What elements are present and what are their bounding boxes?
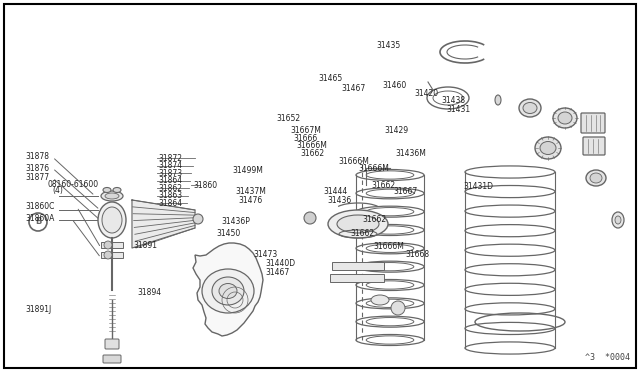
Text: 31876: 31876 — [26, 164, 50, 173]
Ellipse shape — [540, 141, 556, 154]
Circle shape — [104, 241, 112, 249]
Ellipse shape — [101, 191, 123, 201]
FancyBboxPatch shape — [583, 137, 605, 155]
Text: 31666M: 31666M — [374, 242, 404, 251]
Ellipse shape — [553, 108, 577, 128]
Bar — [332, 262, 384, 270]
Text: (4): (4) — [52, 186, 63, 195]
Text: 31872: 31872 — [159, 154, 183, 163]
Text: 31467: 31467 — [341, 84, 365, 93]
FancyBboxPatch shape — [105, 339, 119, 349]
Bar — [101, 242, 123, 248]
Ellipse shape — [495, 95, 501, 105]
Text: 31467: 31467 — [265, 268, 289, 277]
Text: 31860C: 31860C — [26, 202, 55, 211]
Text: B: B — [35, 218, 41, 227]
Ellipse shape — [590, 173, 602, 183]
Text: 31666M: 31666M — [338, 157, 369, 166]
FancyBboxPatch shape — [581, 113, 605, 133]
Text: 31444: 31444 — [324, 187, 348, 196]
Text: 31429: 31429 — [384, 126, 408, 135]
Ellipse shape — [328, 210, 388, 238]
Text: 31473: 31473 — [253, 250, 278, 259]
Text: 31873: 31873 — [159, 169, 183, 178]
Text: 31864: 31864 — [159, 199, 183, 208]
Ellipse shape — [615, 216, 621, 224]
Text: 31894: 31894 — [137, 288, 161, 297]
Circle shape — [391, 301, 405, 315]
Text: 31864: 31864 — [159, 176, 183, 185]
Text: 08160-61600: 08160-61600 — [48, 180, 99, 189]
Ellipse shape — [337, 215, 379, 233]
Text: 31437M: 31437M — [236, 187, 266, 196]
Text: 31436M: 31436M — [396, 149, 426, 158]
Text: 31891: 31891 — [133, 241, 157, 250]
Text: 31450: 31450 — [216, 229, 241, 238]
Text: 31662: 31662 — [301, 149, 325, 158]
Text: 31874: 31874 — [159, 161, 183, 170]
Circle shape — [104, 251, 112, 259]
Ellipse shape — [102, 207, 122, 233]
Polygon shape — [193, 243, 263, 336]
Text: 31666M: 31666M — [358, 164, 389, 173]
Text: 31436P: 31436P — [221, 217, 250, 226]
Text: 31862: 31862 — [159, 184, 183, 193]
Bar — [101, 252, 123, 258]
Text: ^3  *0004: ^3 *0004 — [585, 353, 630, 362]
Ellipse shape — [105, 193, 119, 199]
Text: 31438: 31438 — [442, 96, 466, 105]
Text: 31667: 31667 — [393, 187, 417, 196]
Text: 31667M: 31667M — [291, 126, 321, 135]
Ellipse shape — [219, 283, 237, 298]
Text: 31860: 31860 — [193, 181, 218, 190]
Ellipse shape — [535, 137, 561, 159]
Text: 31465: 31465 — [318, 74, 342, 83]
Text: 31652: 31652 — [276, 114, 301, 123]
Ellipse shape — [558, 112, 572, 124]
Ellipse shape — [202, 269, 254, 313]
Text: 31662: 31662 — [351, 229, 375, 238]
Text: 31460: 31460 — [383, 81, 407, 90]
Ellipse shape — [519, 99, 541, 117]
Ellipse shape — [586, 170, 606, 186]
Text: 31877: 31877 — [26, 173, 50, 182]
Text: 31476: 31476 — [238, 196, 262, 205]
Ellipse shape — [371, 295, 389, 305]
Ellipse shape — [212, 277, 244, 305]
Polygon shape — [132, 200, 195, 248]
Text: 31440D: 31440D — [265, 259, 295, 268]
Circle shape — [304, 212, 316, 224]
Text: 31431: 31431 — [447, 105, 471, 114]
Text: 31668: 31668 — [406, 250, 430, 259]
Text: 31662: 31662 — [371, 182, 396, 190]
Text: 31431D: 31431D — [463, 182, 493, 191]
Text: 31435: 31435 — [376, 41, 401, 50]
Text: 31666: 31666 — [293, 134, 317, 143]
Text: 31662: 31662 — [362, 215, 387, 224]
Text: 31420: 31420 — [415, 89, 439, 97]
Text: 31436: 31436 — [328, 196, 352, 205]
Text: 31860A: 31860A — [26, 214, 55, 223]
Circle shape — [193, 214, 203, 224]
Ellipse shape — [612, 212, 624, 228]
Text: 31878: 31878 — [26, 153, 50, 161]
Ellipse shape — [113, 187, 121, 192]
Bar — [330, 274, 384, 282]
Text: 31666M: 31666M — [296, 141, 327, 150]
Ellipse shape — [103, 187, 111, 192]
Text: 31891J: 31891J — [26, 305, 52, 314]
Text: 31863: 31863 — [159, 191, 183, 200]
Text: 31499M: 31499M — [232, 166, 263, 175]
FancyBboxPatch shape — [103, 355, 121, 363]
Ellipse shape — [523, 103, 537, 113]
Ellipse shape — [98, 202, 126, 238]
